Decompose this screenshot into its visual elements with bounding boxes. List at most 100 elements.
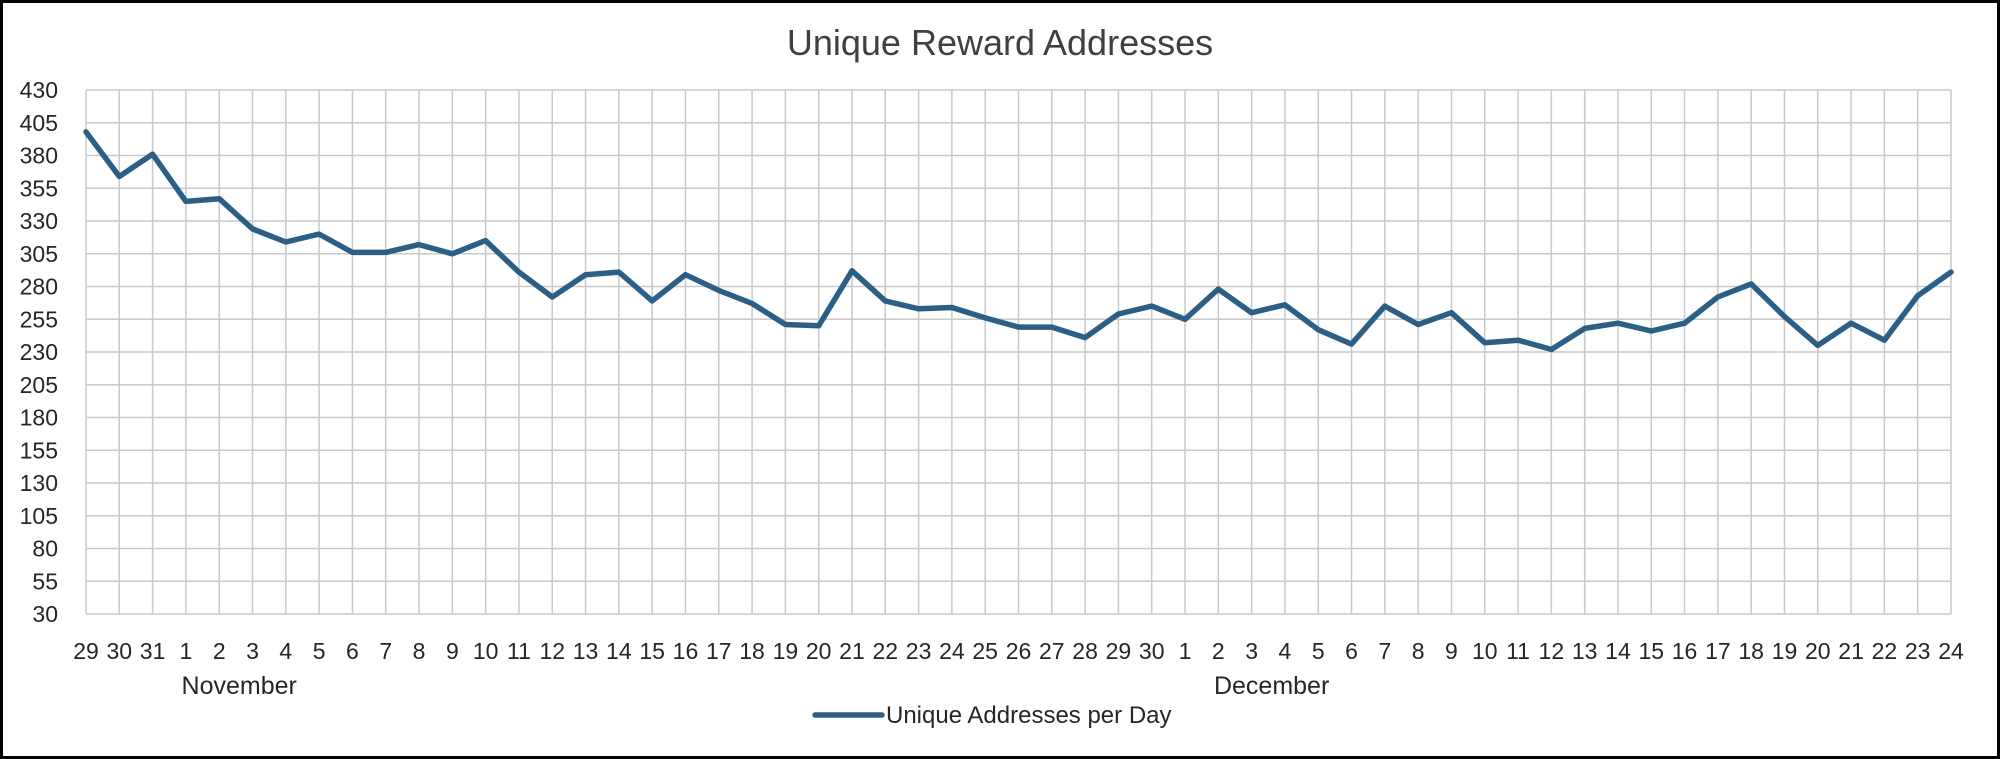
y-tick-label: 30 [32, 601, 58, 627]
y-tick-label: 405 [20, 110, 58, 136]
chart-title: Unique Reward Addresses [786, 22, 1214, 63]
x-tick-label: 12 [539, 638, 565, 664]
x-tick-label: 29 [73, 638, 99, 664]
data-point [383, 249, 389, 255]
data-point [616, 269, 622, 275]
y-axis-ticks: 30 55 80 105 130 155 180 205 230 255 280 305 330 355 3… [20, 77, 58, 627]
data-point [1016, 324, 1021, 330]
data-point [1315, 327, 1321, 333]
data-point [1282, 302, 1288, 308]
data-point [1182, 316, 1188, 322]
data-point [1115, 311, 1121, 317]
x-tick-label: 22 [1872, 638, 1898, 664]
x-tick-label: 19 [1772, 638, 1798, 664]
data-point [1715, 294, 1721, 300]
x-tick-label: 5 [1312, 638, 1325, 664]
data-point [1415, 321, 1421, 327]
x-tick-label: 5 [313, 638, 326, 664]
x-tick-label: 7 [1378, 638, 1391, 664]
y-tick-label: 80 [32, 536, 58, 562]
data-point [982, 315, 988, 321]
x-tick-label: 29 [1106, 638, 1132, 664]
x-tick-label: 11 [507, 638, 531, 664]
month-label: November [182, 672, 297, 700]
data-point [1249, 310, 1255, 316]
x-tick-label: 20 [806, 638, 832, 664]
data-point [949, 304, 955, 310]
y-tick-label: 55 [32, 568, 58, 594]
data-point [1781, 314, 1787, 320]
x-tick-label: 19 [773, 638, 799, 664]
data-point [916, 306, 922, 312]
data-point [83, 129, 89, 135]
y-tick-label: 130 [20, 470, 58, 496]
y-tick-label: 430 [20, 77, 58, 103]
x-tick-label: 8 [413, 638, 426, 664]
data-point [1881, 337, 1887, 343]
data-point [1582, 325, 1588, 331]
data-point [116, 173, 122, 179]
x-tick-label: 15 [1638, 638, 1664, 664]
x-tick-label: 21 [839, 638, 865, 664]
x-tick-label: 16 [673, 638, 699, 664]
x-tick-label: 26 [1006, 638, 1032, 664]
x-tick-label: 24 [939, 638, 965, 664]
data-point [1648, 328, 1654, 334]
x-tick-label: 13 [1572, 638, 1598, 664]
x-tick-label: 10 [1472, 638, 1498, 664]
x-tick-label: 14 [1605, 638, 1631, 664]
data-point [1149, 303, 1155, 309]
x-tick-label: 11 [1506, 638, 1530, 664]
data-point [449, 251, 455, 257]
x-tick-label: 6 [346, 638, 359, 664]
x-tick-label: 7 [379, 638, 392, 664]
x-tick-label: 23 [906, 638, 932, 664]
data-point [483, 238, 489, 244]
data-point [316, 231, 322, 237]
data-point [1482, 340, 1488, 346]
x-tick-label: 18 [1738, 638, 1764, 664]
data-point [516, 269, 522, 275]
y-tick-label: 380 [20, 143, 58, 169]
data-point [682, 272, 688, 278]
x-tick-label: 24 [1938, 638, 1964, 664]
data-point [283, 239, 289, 245]
month-label: December [1214, 672, 1329, 700]
data-point [1615, 320, 1621, 326]
y-tick-label: 230 [20, 339, 58, 365]
data-point [1915, 293, 1921, 299]
data-point [1948, 269, 1954, 275]
x-tick-label: 30 [1139, 638, 1165, 664]
month-labels: November December [182, 672, 1330, 700]
legend: Unique Addresses per Day [812, 702, 1172, 729]
x-tick-label: 16 [1672, 638, 1698, 664]
x-tick-label: 20 [1805, 638, 1831, 664]
data-point [150, 151, 156, 157]
data-point [183, 198, 189, 204]
data-point [782, 321, 788, 327]
x-tick-label: 22 [872, 638, 898, 664]
x-tick-label: 3 [1245, 638, 1258, 664]
data-point [549, 294, 555, 300]
grid-lines [85, 89, 1952, 615]
data-point [649, 298, 655, 304]
x-tick-label: 17 [1705, 638, 1731, 664]
data-point [1815, 342, 1821, 348]
x-tick-label: 17 [706, 638, 732, 664]
data-point [349, 249, 355, 255]
data-point [749, 301, 755, 307]
y-tick-label: 180 [20, 405, 58, 431]
x-tick-label: 9 [1445, 638, 1458, 664]
x-tick-label: 18 [739, 638, 765, 664]
data-point [882, 298, 888, 304]
x-tick-label: 28 [1072, 638, 1098, 664]
y-tick-label: 355 [20, 175, 58, 201]
x-tick-label: 15 [639, 638, 665, 664]
x-tick-label: 10 [473, 638, 499, 664]
data-point [1382, 303, 1388, 309]
y-tick-label: 330 [20, 208, 58, 234]
data-point [816, 323, 822, 329]
data-point [1748, 281, 1754, 287]
